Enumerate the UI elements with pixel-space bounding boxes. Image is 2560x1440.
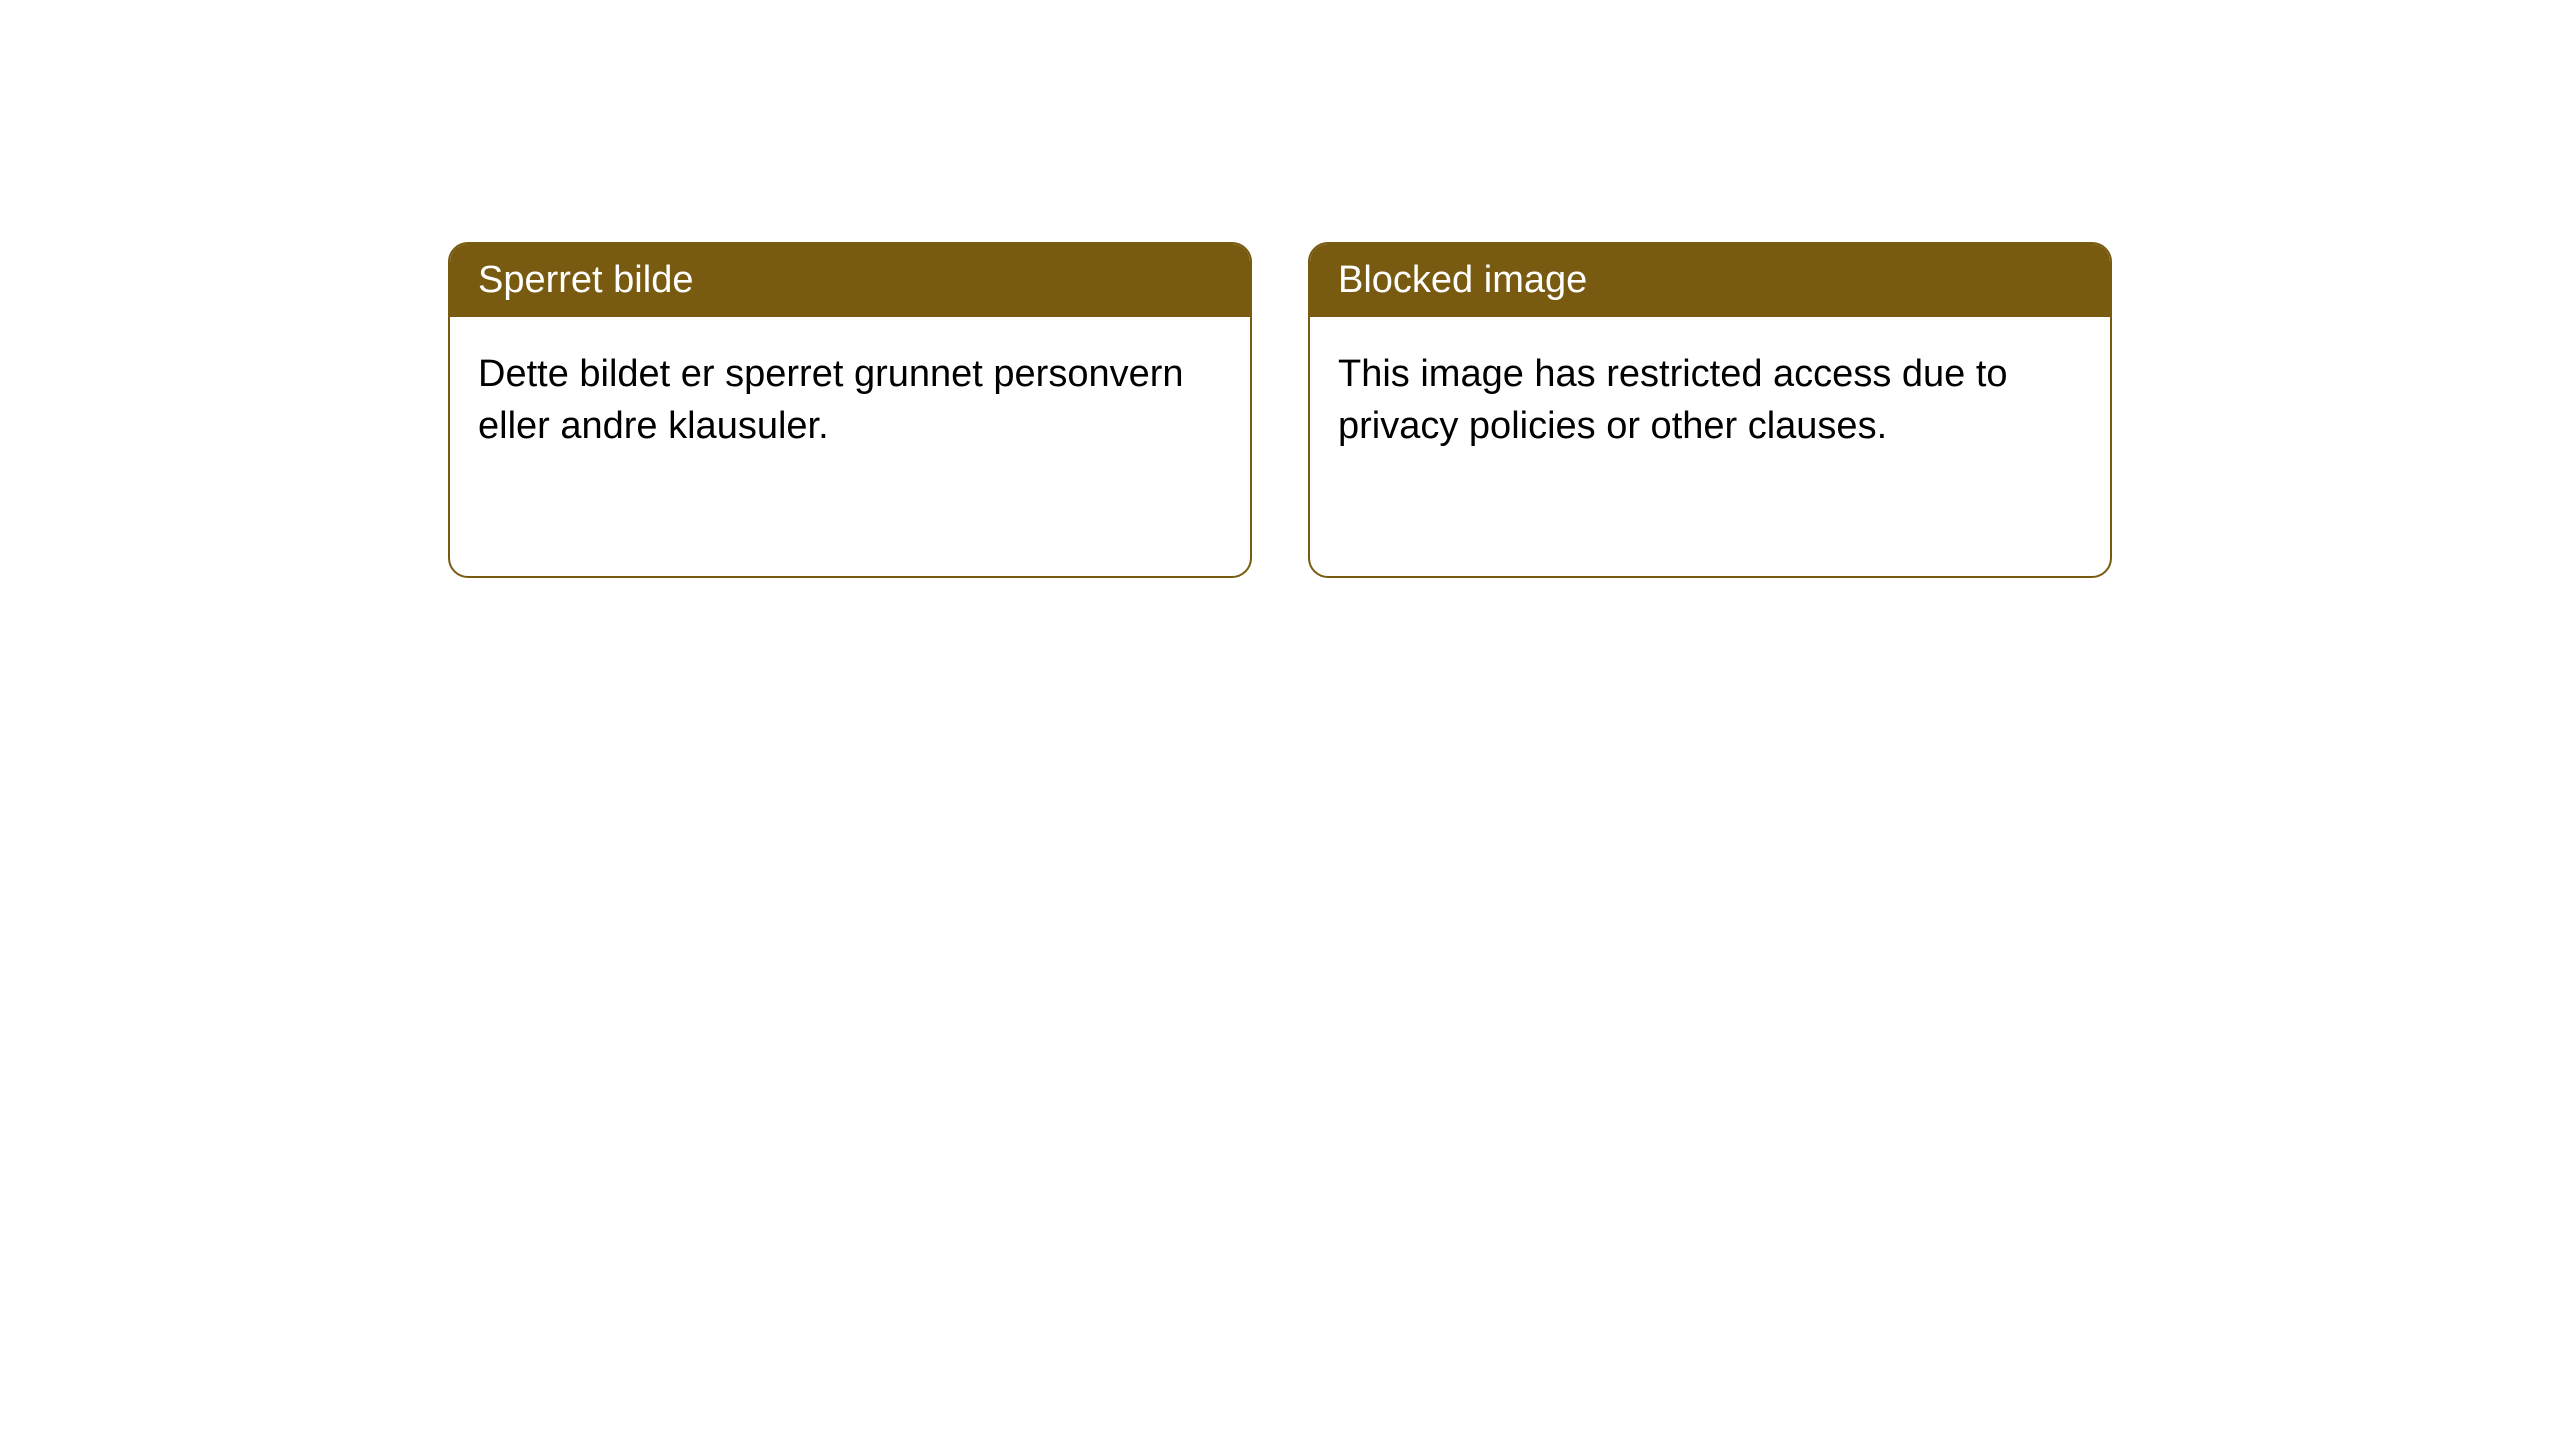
notice-container: Sperret bilde Dette bildet er sperret gr… [448,242,2112,578]
notice-title: Sperret bilde [450,244,1250,317]
notice-title: Blocked image [1310,244,2110,317]
notice-card-english: Blocked image This image has restricted … [1308,242,2112,578]
notice-body: This image has restricted access due to … [1310,317,2110,484]
notice-card-norwegian: Sperret bilde Dette bildet er sperret gr… [448,242,1252,578]
notice-body: Dette bildet er sperret grunnet personve… [450,317,1250,484]
